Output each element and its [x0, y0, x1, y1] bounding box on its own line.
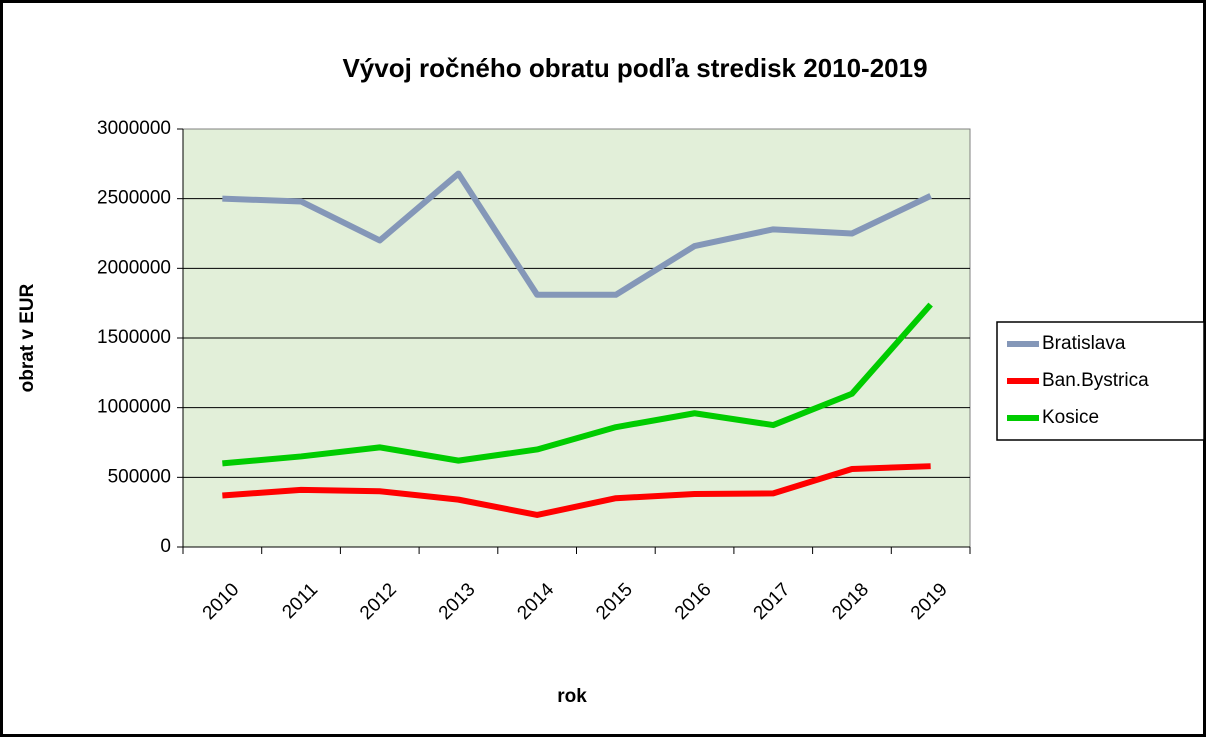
y-tick-label: 1500000	[97, 327, 171, 348]
y-tick-label: 3000000	[97, 118, 171, 139]
x-axis-label: rok	[557, 686, 587, 707]
y-tick-label: 0	[160, 536, 171, 557]
legend-label: Kosice	[1042, 407, 1099, 428]
series-line	[222, 463, 931, 518]
y-axis-label: obrat v EUR	[17, 283, 38, 392]
y-tick-label: 2000000	[97, 257, 171, 278]
legend-label: Ban.Bystrica	[1042, 370, 1149, 391]
legend-label: Bratislava	[1042, 333, 1126, 354]
y-tick-label: 2500000	[97, 188, 171, 209]
series-line	[222, 170, 932, 298]
chart-title: Vývoj ročného obratu podľa stredisk 2010…	[342, 53, 927, 83]
series-line	[222, 302, 933, 467]
y-tick-label: 500000	[108, 466, 171, 487]
y-tick-label: 1000000	[97, 397, 171, 418]
